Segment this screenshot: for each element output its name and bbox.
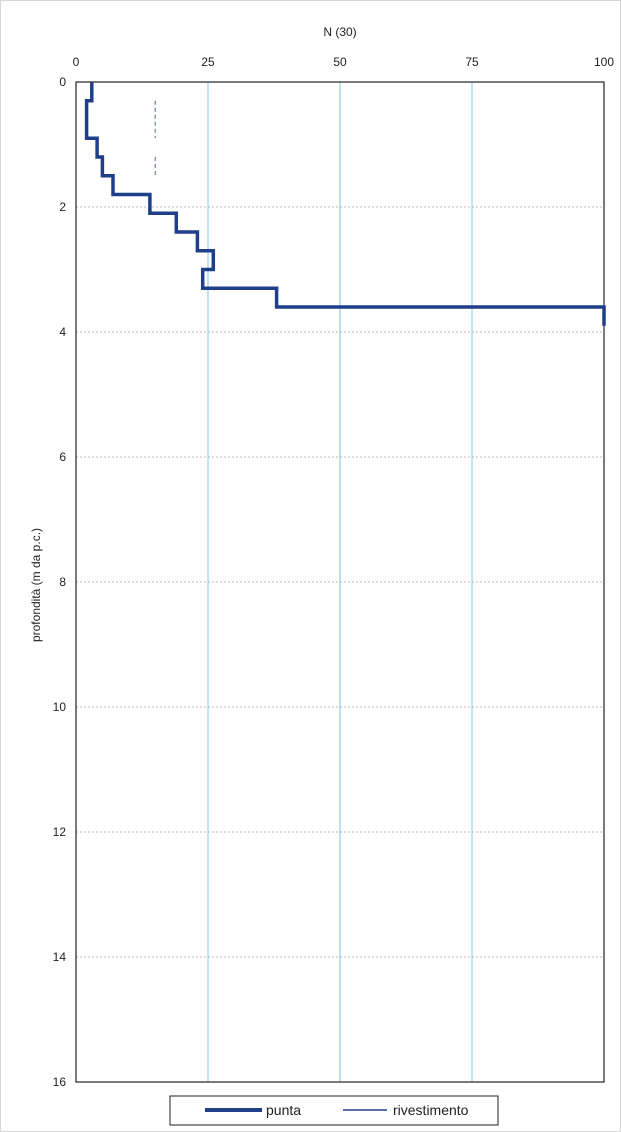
series-punta-line xyxy=(84,82,606,326)
grid-lines xyxy=(76,82,604,1082)
y-tick-label-4: 4 xyxy=(59,325,66,339)
x-tick-label-25: 25 xyxy=(201,55,215,69)
x-tick-label-0: 0 xyxy=(73,55,80,69)
y-tick-label-0: 0 xyxy=(59,75,66,89)
y-tick-label-6: 6 xyxy=(59,450,66,464)
y-axis-title: profondità (m da p.c.) xyxy=(29,528,43,642)
plot-area-border xyxy=(75,81,605,1083)
legend: punta rivestimento xyxy=(169,1095,499,1126)
x-axis-title: N (30) xyxy=(323,25,356,39)
x-tick-label-100: 100 xyxy=(594,55,614,69)
x-tick-labels: 0 25 50 75 100 xyxy=(73,55,615,69)
legend-label-punta: punta xyxy=(266,1102,301,1118)
legend-label-rivestimento: rivestimento xyxy=(393,1102,469,1118)
y-tick-labels: 0 2 4 6 8 10 12 14 16 xyxy=(53,75,67,1089)
y-tick-label-12: 12 xyxy=(53,825,67,839)
y-tick-label-16: 16 xyxy=(53,1075,67,1089)
x-tick-label-50: 50 xyxy=(333,55,347,69)
series-layer xyxy=(84,82,606,326)
y-tick-label-10: 10 xyxy=(53,700,67,714)
y-tick-label-14: 14 xyxy=(53,950,67,964)
y-tick-label-8: 8 xyxy=(59,575,66,589)
x-tick-label-75: 75 xyxy=(465,55,479,69)
y-tick-label-2: 2 xyxy=(59,200,66,214)
